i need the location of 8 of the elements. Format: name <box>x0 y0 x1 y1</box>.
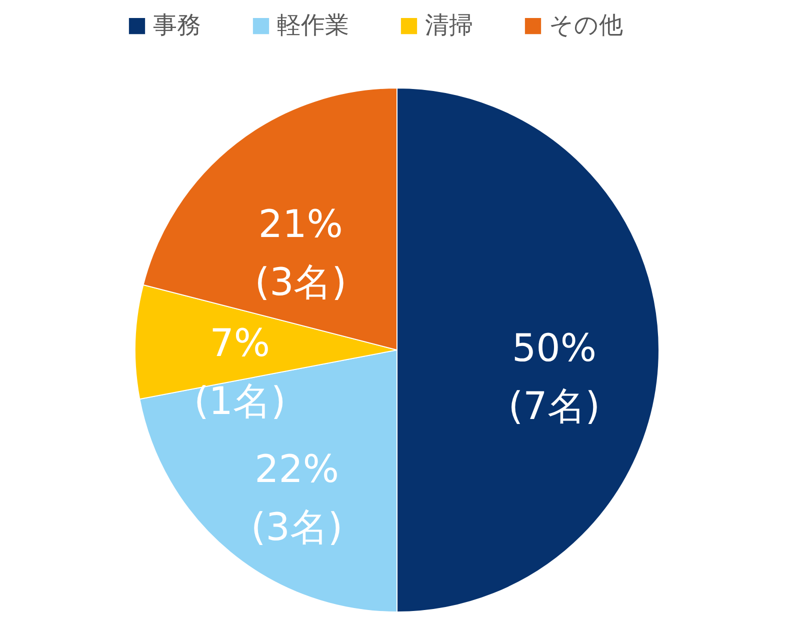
legend-label: 事務 <box>153 11 201 39</box>
legend-label: その他 <box>549 11 623 39</box>
legend-label: 清掃 <box>425 11 473 39</box>
data-label: 22% (3名) <box>250 447 343 550</box>
data-label: 21% (3名) <box>254 202 347 304</box>
data-label: 50% (7名) <box>508 326 600 428</box>
legend-label: 軽作業 <box>277 11 349 39</box>
data-label: 7% (1名) <box>194 321 286 424</box>
